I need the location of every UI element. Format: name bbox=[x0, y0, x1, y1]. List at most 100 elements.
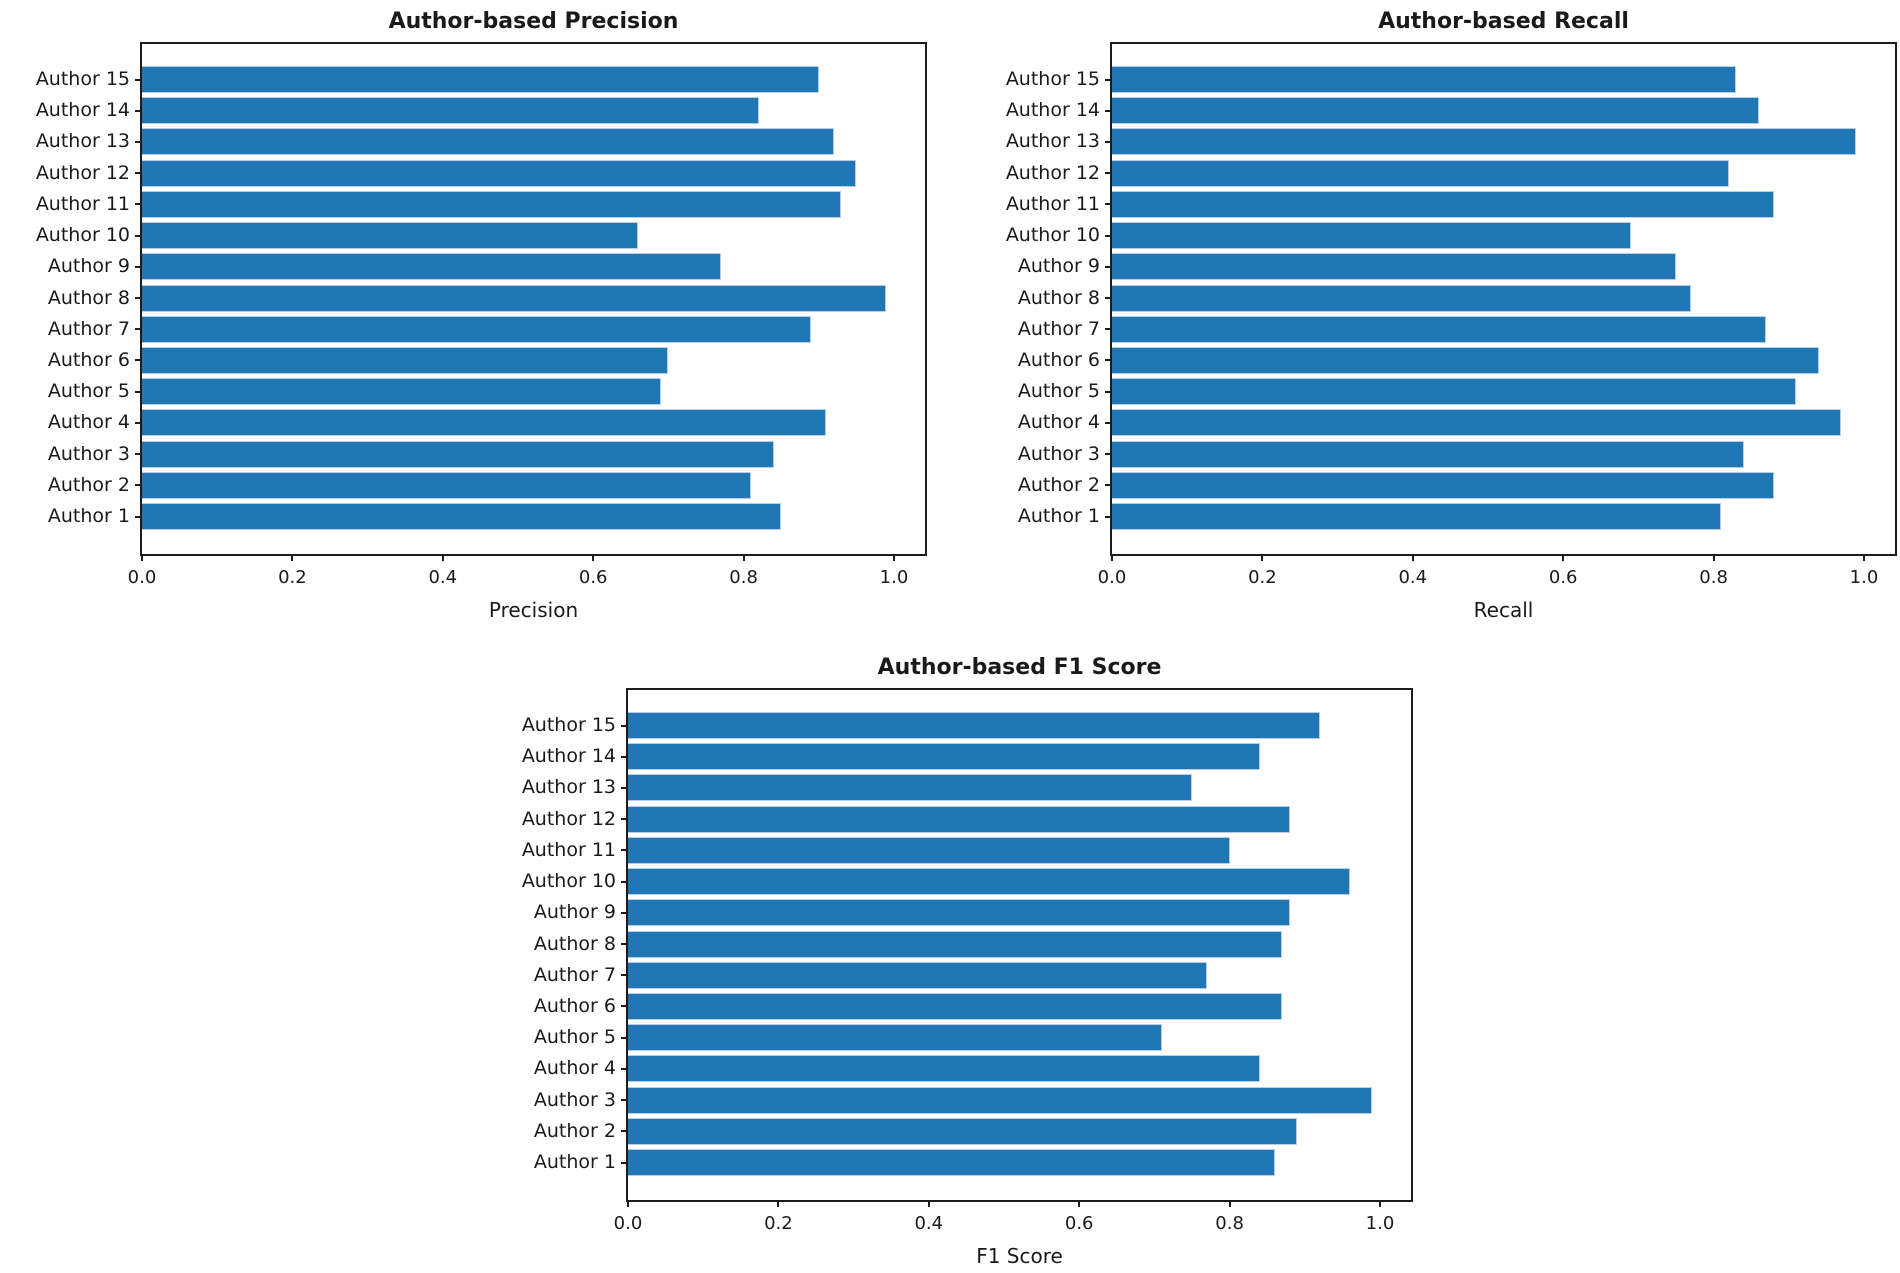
bar-recall-author-13 bbox=[1112, 128, 1857, 156]
x-tick-label: 0.6 bbox=[578, 567, 608, 588]
x-tick-mark bbox=[1562, 554, 1565, 561]
y-tick-mark bbox=[621, 1036, 628, 1039]
y-tick-label: Author 7 bbox=[533, 963, 616, 986]
x-tick-mark bbox=[141, 554, 143, 561]
y-tick-label: Author 8 bbox=[533, 932, 616, 955]
x-tick-mark bbox=[1111, 554, 1113, 561]
y-tick-mark bbox=[621, 818, 628, 821]
y-tick-mark bbox=[1105, 172, 1112, 175]
y-tick-label: Author 5 bbox=[1017, 380, 1100, 403]
y-tick-mark bbox=[1105, 297, 1112, 299]
y-tick-mark bbox=[1105, 328, 1112, 331]
y-tick-mark bbox=[1105, 359, 1112, 362]
y-tick-mark bbox=[621, 911, 628, 914]
x-tick-label: 0.4 bbox=[428, 567, 458, 588]
y-tick-mark bbox=[135, 78, 142, 81]
y-tick-label: Author 10 bbox=[1005, 224, 1100, 247]
y-tick-label: Author 11 bbox=[1005, 192, 1100, 215]
bar-f1-author-10 bbox=[628, 868, 1350, 896]
bar-recall-author-7 bbox=[1112, 315, 1767, 343]
y-tick-label: Author 14 bbox=[521, 745, 616, 768]
x-tick-label: 1.0 bbox=[1849, 567, 1879, 588]
f1-x-axis-label: F1 Score bbox=[976, 1244, 1063, 1268]
bar-precision-author-13 bbox=[142, 128, 834, 156]
bar-f1-author-8 bbox=[628, 930, 1283, 958]
bar-recall-author-3 bbox=[1112, 440, 1744, 468]
y-tick-label: Author 1 bbox=[1017, 505, 1100, 527]
bar-f1-author-4 bbox=[628, 1055, 1260, 1083]
y-tick-mark bbox=[1105, 265, 1112, 268]
y-tick-label: Author 13 bbox=[35, 130, 130, 153]
y-tick-label: Author 5 bbox=[47, 380, 130, 403]
y-tick-label: Author 7 bbox=[47, 317, 130, 340]
y-tick-label: Author 9 bbox=[533, 901, 616, 924]
x-tick-label: 0.2 bbox=[278, 567, 307, 588]
y-tick-label: Author 2 bbox=[1017, 473, 1100, 496]
y-tick-mark bbox=[1105, 390, 1112, 393]
y-tick-mark bbox=[1105, 421, 1112, 424]
x-tick-label: 0.4 bbox=[1398, 567, 1428, 588]
y-tick-mark bbox=[621, 724, 628, 727]
y-tick-label: Author 15 bbox=[521, 714, 616, 736]
y-tick-mark bbox=[135, 484, 142, 487]
y-tick-mark bbox=[621, 974, 628, 977]
y-tick-label: Author 1 bbox=[533, 1151, 616, 1173]
y-tick-label: Author 6 bbox=[533, 994, 616, 1017]
bar-precision-author-1 bbox=[142, 503, 782, 530]
x-tick-label: 0.0 bbox=[1097, 567, 1127, 588]
y-tick-label: Author 6 bbox=[1017, 348, 1100, 371]
bar-recall-author-12 bbox=[1112, 159, 1729, 187]
bar-f1-author-6 bbox=[628, 992, 1283, 1020]
x-tick-mark bbox=[1261, 554, 1264, 561]
x-tick-mark bbox=[1712, 554, 1715, 561]
y-tick-mark bbox=[621, 1067, 628, 1070]
bar-precision-author-15 bbox=[142, 66, 819, 93]
y-tick-label: Author 9 bbox=[1017, 255, 1100, 278]
bar-f1-author-5 bbox=[628, 1024, 1162, 1052]
y-tick-label: Author 12 bbox=[1005, 161, 1100, 184]
y-tick-mark bbox=[135, 203, 142, 206]
x-tick-mark bbox=[1863, 554, 1865, 561]
y-tick-label: Author 12 bbox=[35, 161, 130, 184]
bar-f1-author-1 bbox=[628, 1149, 1275, 1176]
x-tick-label: 1.0 bbox=[879, 567, 909, 588]
recall-plot-area: Author-based Recall Recall Author 15 Auth… bbox=[1006, 9, 1897, 622]
x-tick-mark bbox=[627, 1200, 629, 1207]
bar-precision-author-7 bbox=[142, 315, 812, 343]
f1-chart-title: Author-based F1 Score bbox=[877, 655, 1162, 680]
bar-recall-author-1 bbox=[1112, 503, 1722, 530]
y-tick-mark bbox=[1105, 203, 1112, 206]
y-tick-label: Author 14 bbox=[1005, 99, 1100, 122]
recall-chart-title: Author-based Recall bbox=[1378, 9, 1629, 34]
y-tick-mark bbox=[135, 390, 142, 393]
y-tick-label: Author 11 bbox=[35, 192, 130, 215]
bar-f1-author-13 bbox=[628, 774, 1192, 802]
x-tick-mark bbox=[441, 554, 444, 561]
y-tick-label: Author 12 bbox=[521, 807, 616, 830]
x-tick-mark bbox=[927, 1200, 930, 1207]
bar-precision-author-6 bbox=[142, 346, 669, 374]
x-tick-mark bbox=[742, 554, 745, 561]
x-tick-label: 0.8 bbox=[1699, 567, 1728, 588]
bar-recall-author-6 bbox=[1112, 346, 1819, 374]
bar-recall-author-11 bbox=[1112, 190, 1774, 218]
bar-precision-author-4 bbox=[142, 409, 827, 437]
y-tick-mark bbox=[135, 265, 142, 268]
bar-f1-author-7 bbox=[628, 961, 1208, 989]
bar-precision-author-10 bbox=[142, 222, 639, 250]
bar-precision-author-14 bbox=[142, 97, 759, 125]
bar-precision-author-9 bbox=[142, 253, 722, 281]
y-tick-label: Author 15 bbox=[1005, 68, 1100, 90]
y-tick-label: Author 10 bbox=[35, 224, 130, 247]
bar-precision-author-2 bbox=[142, 471, 752, 499]
x-tick-label: 0.8 bbox=[729, 567, 758, 588]
y-tick-label: Author 9 bbox=[47, 255, 130, 278]
bar-recall-author-15 bbox=[1112, 66, 1737, 93]
y-tick-mark bbox=[621, 1005, 628, 1008]
bar-f1-author-2 bbox=[628, 1117, 1298, 1145]
y-tick-mark bbox=[135, 359, 142, 362]
y-tick-label: Author 10 bbox=[521, 870, 616, 893]
bar-f1-author-12 bbox=[628, 805, 1290, 833]
y-tick-mark bbox=[621, 786, 628, 789]
